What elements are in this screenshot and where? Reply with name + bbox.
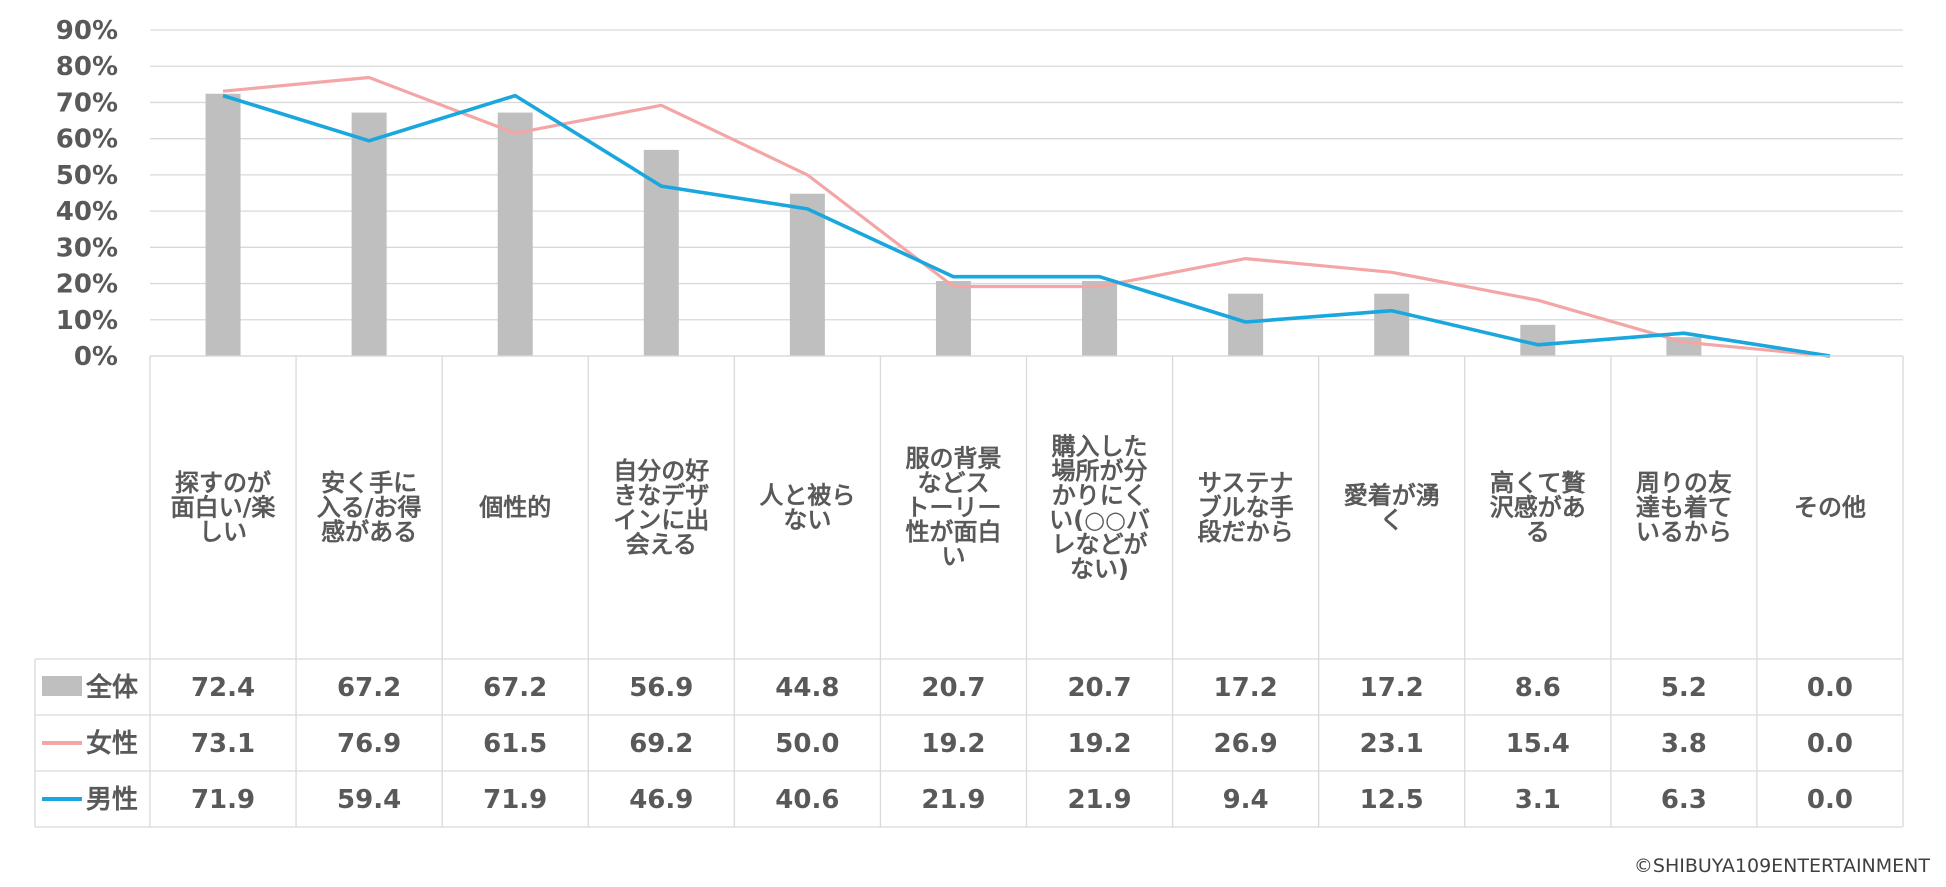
- category-label: いるから: [1636, 518, 1732, 546]
- y-tick-label: 20%: [56, 270, 118, 300]
- data-value-label: 8.6: [1515, 673, 1561, 703]
- y-tick-label: 0%: [74, 342, 118, 372]
- data-value-label: 71.9: [191, 785, 255, 815]
- category-label: 沢感があ: [1490, 494, 1586, 522]
- data-value-label: 12.5: [1360, 785, 1424, 815]
- category-label: 周りの友: [1636, 469, 1732, 497]
- category-label: その他: [1794, 494, 1866, 522]
- category-label: 探すのが: [175, 469, 271, 497]
- category-label: 場所が分: [1052, 457, 1148, 485]
- category-label: 自分の好: [613, 457, 709, 485]
- category-label: かりにく: [1052, 481, 1148, 509]
- category-label: 購入した: [1052, 432, 1148, 460]
- category-label: い(○○バ: [1049, 506, 1150, 534]
- y-tick-label: 70%: [56, 88, 118, 118]
- data-value-label: 6.3: [1661, 785, 1707, 815]
- data-value-label: 69.2: [629, 729, 693, 759]
- legend-key-zentai: [42, 676, 82, 696]
- data-value-label: 17.2: [1360, 673, 1424, 703]
- category-label: ブルな手: [1198, 494, 1294, 522]
- data-value-label: 23.1: [1360, 729, 1424, 759]
- category-label: 入る/お得: [317, 494, 422, 522]
- line-dansei: [222, 93, 1831, 358]
- category-label: 段だから: [1198, 518, 1294, 546]
- y-tick-label: 10%: [56, 306, 118, 336]
- data-value-label: 17.2: [1214, 673, 1278, 703]
- data-value-label: 67.2: [483, 673, 547, 703]
- bar-zentai: [643, 149, 679, 356]
- data-value-label: 44.8: [775, 673, 839, 703]
- category-label: 会える: [626, 530, 697, 558]
- data-value-label: 19.2: [921, 729, 985, 759]
- legend-label: 男性: [86, 785, 138, 815]
- category-label: きなデザ: [613, 481, 709, 509]
- data-value-label: 9.4: [1223, 785, 1269, 815]
- bar-zentai: [1374, 293, 1410, 356]
- data-value-label: 59.4: [337, 785, 401, 815]
- data-value-label: 21.9: [921, 785, 985, 815]
- data-value-label: 0.0: [1807, 785, 1853, 815]
- data-value-label: 20.7: [1067, 673, 1131, 703]
- data-value-label: 20.7: [921, 673, 985, 703]
- category-label: ない: [783, 506, 831, 534]
- data-value-label: 0.0: [1807, 673, 1853, 703]
- data-value-label: 40.6: [775, 785, 839, 815]
- category-label: インに出: [613, 506, 709, 534]
- data-value-label: 76.9: [337, 729, 401, 759]
- y-tick-label: 30%: [56, 233, 118, 263]
- data-value-label: 21.9: [1067, 785, 1131, 815]
- bar-zentai: [497, 112, 533, 356]
- category-label: ない): [1070, 555, 1129, 583]
- category-label: い: [941, 543, 965, 571]
- data-value-label: 67.2: [337, 673, 401, 703]
- data-value-label: 3.1: [1515, 785, 1561, 815]
- data-value-label: 26.9: [1214, 729, 1278, 759]
- category-label: 人と被ら: [759, 481, 855, 509]
- category-label: サステナ: [1198, 469, 1294, 497]
- data-value-label: 73.1: [191, 729, 255, 759]
- data-value-label: 46.9: [629, 785, 693, 815]
- copyright-text: ©SHIBUYA109ENTERTAINMENT: [1633, 855, 1930, 877]
- bar-zentai: [205, 93, 241, 357]
- y-tick-label: 90%: [56, 16, 118, 46]
- data-value-label: 5.2: [1661, 673, 1707, 703]
- y-tick-label: 60%: [56, 125, 118, 155]
- category-label: などス: [917, 469, 989, 497]
- category-label: しい: [199, 518, 247, 546]
- y-tick-label: 80%: [56, 52, 118, 82]
- category-label: 達も着て: [1636, 494, 1732, 522]
- data-value-label: 15.4: [1506, 729, 1570, 759]
- bar-zentai: [789, 193, 825, 356]
- category-label: トーリー: [905, 494, 1001, 522]
- category-label: 感がある: [321, 518, 417, 546]
- category-label: 服の背景: [905, 445, 1001, 473]
- y-tick-label: 40%: [56, 197, 118, 227]
- data-value-label: 50.0: [775, 729, 839, 759]
- y-tick-label: 50%: [56, 161, 118, 191]
- category-label: 個性的: [478, 494, 551, 522]
- category-label: 面白い/楽: [171, 494, 277, 522]
- category-label: 高くて贅: [1490, 469, 1586, 497]
- bar-zentai: [935, 281, 971, 356]
- legend-label: 女性: [86, 728, 138, 759]
- bar-zentai: [1082, 281, 1118, 356]
- data-value-label: 71.9: [483, 785, 547, 815]
- legend-label: 全体: [85, 672, 139, 703]
- bar-zentai: [1228, 293, 1264, 356]
- category-label: 性が面白: [905, 518, 1001, 546]
- category-label: 愛着が湧: [1344, 481, 1440, 509]
- line-josei: [222, 75, 1831, 358]
- category-label: 安く手に: [321, 469, 417, 497]
- category-label: る: [1526, 518, 1550, 546]
- data-value-label: 61.5: [483, 729, 547, 759]
- category-label: レなどが: [1052, 530, 1148, 558]
- bar-zentai: [351, 112, 387, 356]
- data-value-label: 3.8: [1661, 729, 1707, 759]
- data-value-label: 72.4: [191, 673, 255, 703]
- data-value-label: 0.0: [1807, 729, 1853, 759]
- data-value-label: 56.9: [629, 673, 693, 703]
- data-value-label: 19.2: [1067, 729, 1131, 759]
- category-label: く: [1380, 506, 1404, 534]
